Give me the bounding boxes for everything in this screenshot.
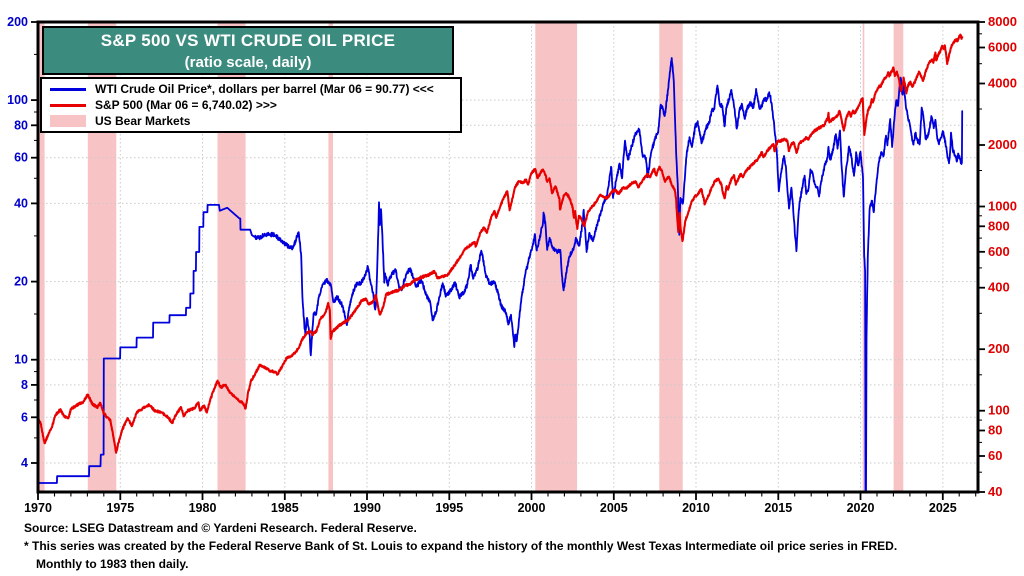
- x-axis-tick-label: 2025: [929, 501, 957, 515]
- legend: WTI Crude Oil Price*, dollars per barrel…: [40, 77, 462, 133]
- left-axis-tick-label: 10: [14, 353, 28, 367]
- right-axis-tick-label: 800: [988, 218, 1010, 233]
- legend-item-wti: WTI Crude Oil Price*, dollars per barrel…: [42, 81, 460, 97]
- wti-line-swatch: [50, 87, 86, 91]
- x-axis-tick-label: 1990: [353, 501, 381, 515]
- right-axis-tick-label: 200: [988, 341, 1010, 356]
- chart-title: S&P 500 VS WTI CRUDE OIL PRICE: [100, 31, 396, 50]
- x-axis-tick-label: 2010: [682, 501, 710, 515]
- left-axis-tick-label: 8: [21, 378, 28, 392]
- left-axis-tick-label: 6: [21, 410, 28, 424]
- bear-market-band: [659, 22, 683, 492]
- footnote-text-2: Monthly to 1983 then daily.: [36, 557, 189, 571]
- left-axis: 200 100 80 60 40 20 10 8 6 4: [7, 15, 38, 470]
- x-axis-tick-label: 2005: [600, 501, 628, 515]
- right-axis-tick-label: 100: [988, 403, 1010, 418]
- right-axis-tick-label: 600: [988, 244, 1010, 259]
- x-axis-tick-label: 2000: [518, 501, 546, 515]
- right-axis-tick-label: 6000: [988, 40, 1017, 55]
- x-axis-tick-label: 1985: [271, 501, 299, 515]
- bear-market-swatch: [50, 115, 86, 127]
- right-axis-tick-label: 40: [988, 484, 1002, 499]
- left-axis-tick-label: 80: [14, 118, 28, 132]
- right-axis-tick-label: 400: [988, 280, 1010, 295]
- bear-market-band: [328, 22, 333, 492]
- chart-title-box: S&P 500 VS WTI CRUDE OIL PRICE (ratio sc…: [42, 26, 454, 75]
- right-axis-tick-label: 4000: [988, 76, 1017, 91]
- chart-subtitle: (ratio scale, daily): [184, 54, 312, 71]
- right-axis-tick-label: 2000: [988, 137, 1017, 152]
- left-axis-tick-label: 20: [14, 275, 28, 289]
- right-axis-tick-label: 60: [988, 448, 1002, 463]
- right-axis: 8000 6000 4000 2000 1000 800 600 400 200 100 80 60 4…: [978, 14, 1017, 499]
- x-axis-tick-label: 1980: [189, 501, 217, 515]
- left-axis-tick-label: 4: [21, 456, 28, 470]
- left-axis-tick-label: 100: [7, 93, 28, 107]
- x-axis-tick-label: 1970: [24, 501, 52, 515]
- left-axis-tick-label: 60: [14, 151, 28, 165]
- legend-label-wti: WTI Crude Oil Price*, dollars per barrel…: [95, 82, 434, 96]
- right-axis-tick-label: 80: [988, 423, 1002, 438]
- legend-label-bear-markets: US Bear Markets: [95, 114, 191, 128]
- x-axis-tick-label: 1995: [435, 501, 463, 515]
- right-axis-tick-label: 8000: [988, 14, 1017, 29]
- x-axis-tick-label: 1975: [106, 501, 134, 515]
- x-axis: 1970 1975 1980 1985 1990 1995 2000 2005 2010 2015…: [24, 492, 977, 515]
- plot-border: [36, 20, 980, 494]
- sp500-series-line: [38, 33, 964, 454]
- legend-label-sp500: S&P 500 (Mar 06 = 6,740.02) >>>: [95, 98, 277, 112]
- footer: Source: LSEG Datastream and © Yardeni Re…: [24, 519, 1020, 573]
- bear-market-band: [893, 22, 904, 492]
- bear-market-band: [38, 22, 45, 492]
- left-axis-tick-label: 200: [7, 15, 28, 29]
- legend-item-bear-markets: US Bear Markets: [42, 113, 460, 129]
- legend-item-sp500: S&P 500 (Mar 06 = 6,740.02) >>>: [42, 97, 460, 113]
- right-axis-tick-label: 1000: [988, 199, 1017, 214]
- wti-series-line: [38, 57, 964, 492]
- left-axis-tick-label: 40: [14, 196, 28, 210]
- sp500-line-swatch: [50, 103, 86, 107]
- x-axis-tick-label: 2020: [847, 501, 875, 515]
- source-text: Source: LSEG Datastream and © Yardeni Re…: [24, 521, 417, 535]
- x-axis-tick-label: 2015: [764, 501, 792, 515]
- footnote-text: * This series was created by the Federal…: [24, 539, 898, 553]
